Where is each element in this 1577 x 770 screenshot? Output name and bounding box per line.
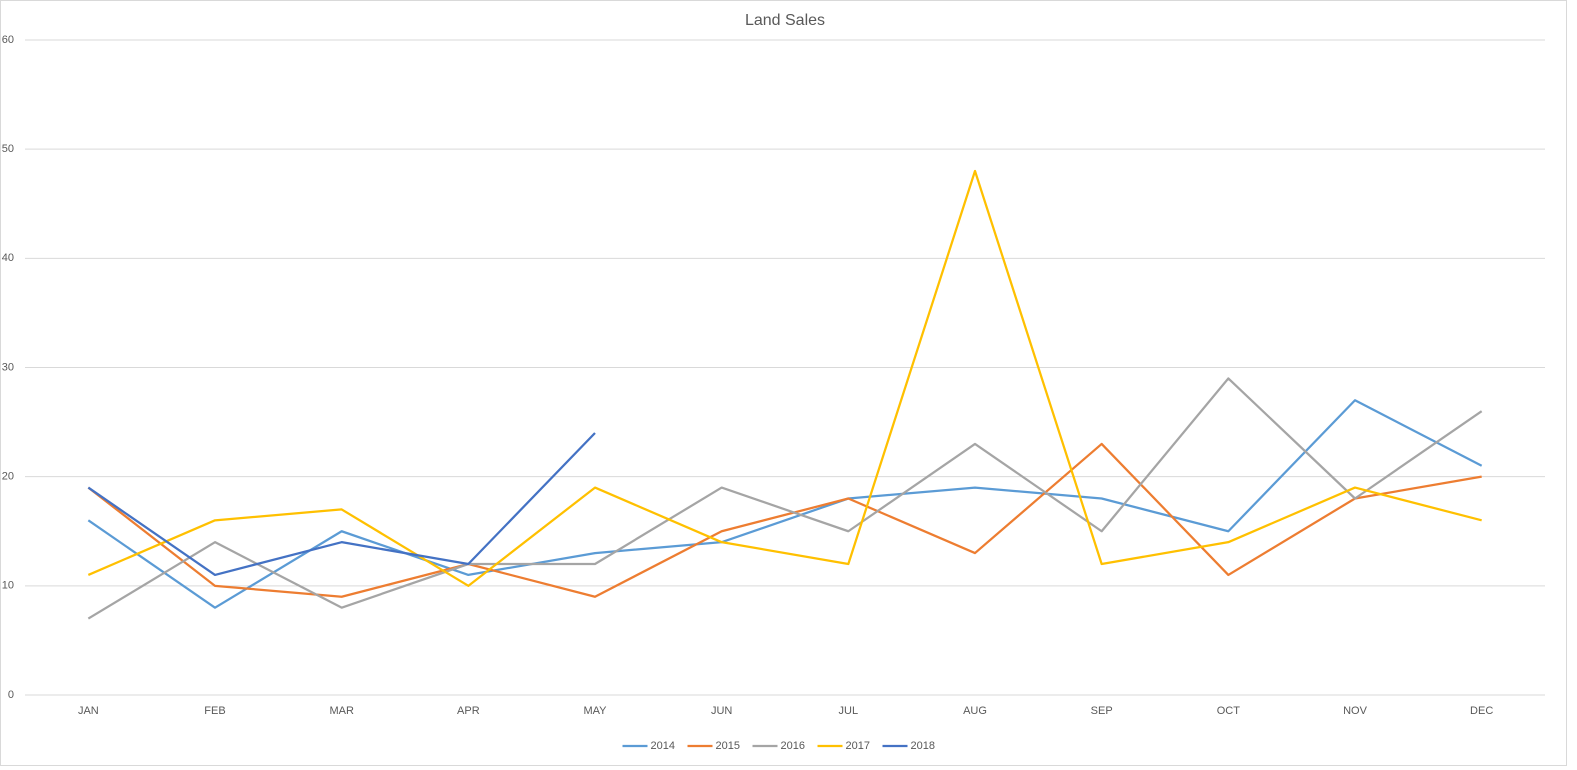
legend-label: 2016 bbox=[781, 740, 805, 752]
x-tick-label: JAN bbox=[78, 705, 99, 717]
y-tick-label: 10 bbox=[2, 580, 14, 592]
series-line bbox=[87, 169, 1482, 587]
series-line bbox=[87, 377, 1483, 620]
y-tick-label: 30 bbox=[2, 361, 14, 373]
legend-label: 2014 bbox=[651, 740, 675, 752]
series-line bbox=[87, 442, 1482, 598]
series-line bbox=[87, 432, 596, 577]
legend-label: 2018 bbox=[911, 740, 935, 752]
x-tick-label: AUG bbox=[963, 705, 987, 717]
y-tick-label: 40 bbox=[2, 252, 14, 264]
y-tick-label: 20 bbox=[2, 471, 14, 483]
legend-label: 2017 bbox=[846, 740, 870, 752]
x-tick-label: NOV bbox=[1343, 705, 1368, 717]
x-tick-label: OCT bbox=[1217, 705, 1241, 717]
x-tick-label: SEP bbox=[1091, 705, 1113, 717]
y-tick-label: 0 bbox=[8, 689, 14, 701]
series-line bbox=[87, 399, 1483, 609]
legend-label: 2015 bbox=[716, 740, 740, 752]
x-tick-label: MAY bbox=[583, 705, 607, 717]
chart-title: Land Sales bbox=[745, 12, 825, 29]
x-tick-label: DEC bbox=[1470, 705, 1493, 717]
x-tick-label: JUN bbox=[711, 705, 732, 717]
x-tick-label: APR bbox=[457, 705, 480, 717]
y-tick-label: 60 bbox=[2, 34, 14, 46]
y-tick-label: 50 bbox=[2, 143, 14, 155]
x-tick-label: MAR bbox=[329, 705, 354, 717]
x-tick-label: FEB bbox=[204, 705, 225, 717]
x-tick-label: JUL bbox=[839, 705, 859, 717]
